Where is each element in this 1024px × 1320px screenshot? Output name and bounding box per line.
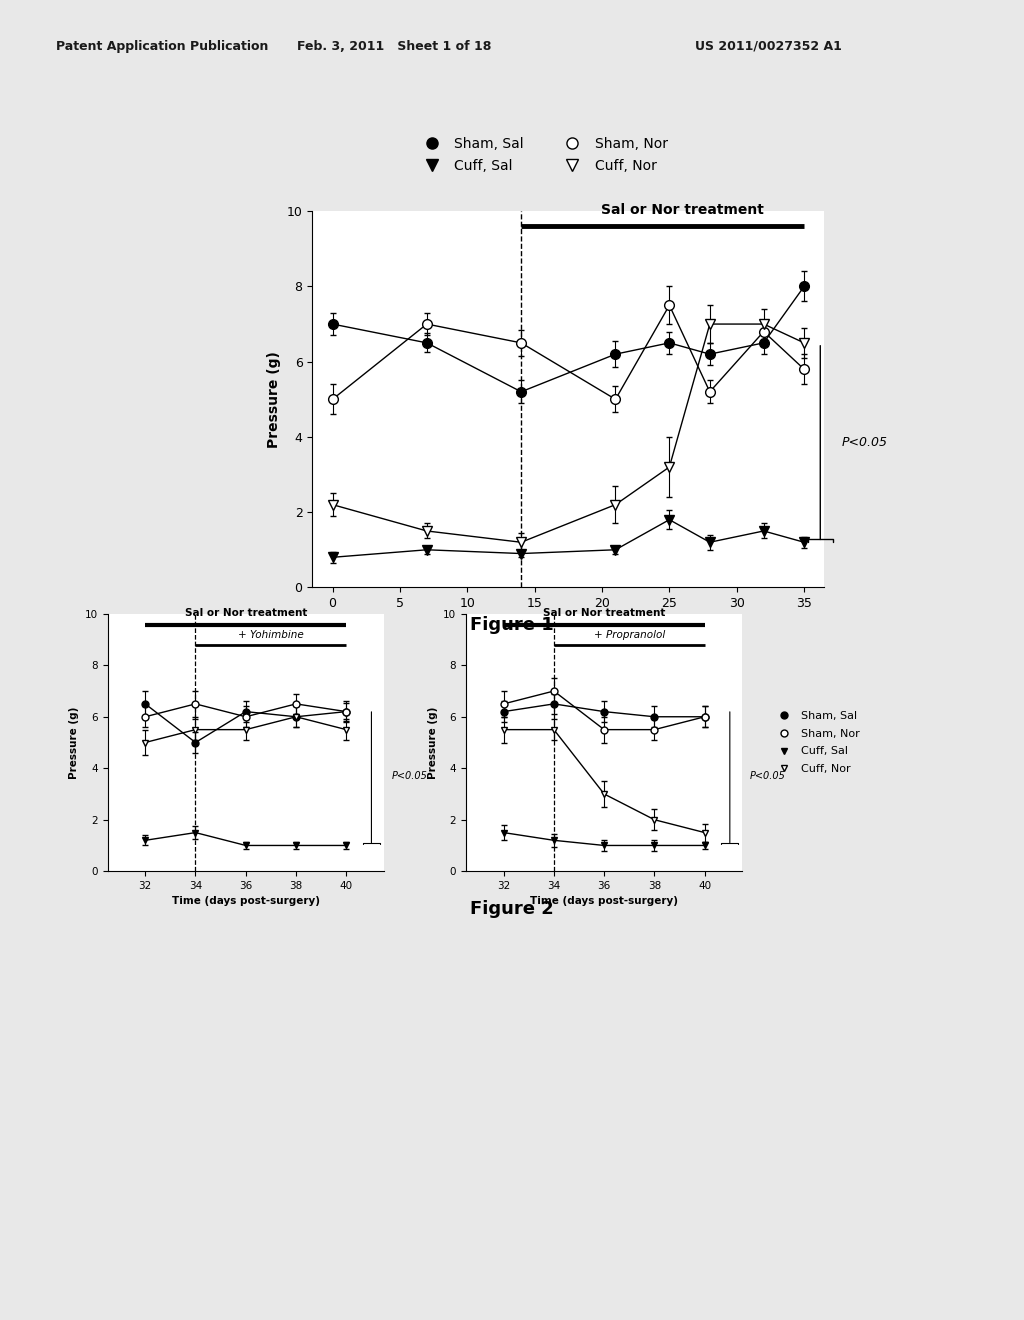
Y-axis label: Pressure (g): Pressure (g)	[427, 706, 437, 779]
Legend: Sham, Sal, Sham, Nor, Cuff, Sal, Cuff, Nor: Sham, Sal, Sham, Nor, Cuff, Sal, Cuff, N…	[768, 706, 864, 779]
Text: Feb. 3, 2011   Sheet 1 of 18: Feb. 3, 2011 Sheet 1 of 18	[297, 40, 492, 53]
Text: Sal or Nor treatment: Sal or Nor treatment	[543, 607, 666, 618]
Text: Figure 1: Figure 1	[470, 616, 554, 635]
X-axis label: Time (days post-surgery): Time (days post-surgery)	[172, 896, 319, 907]
Text: Sal or Nor treatment: Sal or Nor treatment	[601, 203, 764, 216]
Legend: Sham, Sal, Cuff, Sal, Sham, Nor, Cuff, Nor: Sham, Sal, Cuff, Sal, Sham, Nor, Cuff, N…	[413, 132, 673, 178]
X-axis label: Time (days post-surgery): Time (days post-surgery)	[470, 615, 667, 630]
Text: Figure 2: Figure 2	[470, 900, 554, 919]
Y-axis label: Pressure (g): Pressure (g)	[69, 706, 79, 779]
X-axis label: Time (days post-surgery): Time (days post-surgery)	[530, 896, 678, 907]
Text: US 2011/0027352 A1: US 2011/0027352 A1	[694, 40, 842, 53]
Text: P<0.05: P<0.05	[750, 771, 785, 781]
Text: P<0.05: P<0.05	[391, 771, 427, 781]
Text: Sal or Nor treatment: Sal or Nor treatment	[184, 607, 307, 618]
Text: + Propranolol: + Propranolol	[594, 630, 665, 639]
Text: + Yohimbine: + Yohimbine	[238, 630, 304, 639]
Text: P<0.05: P<0.05	[842, 436, 888, 449]
Text: Patent Application Publication: Patent Application Publication	[56, 40, 268, 53]
Y-axis label: Pressure (g): Pressure (g)	[267, 351, 282, 447]
